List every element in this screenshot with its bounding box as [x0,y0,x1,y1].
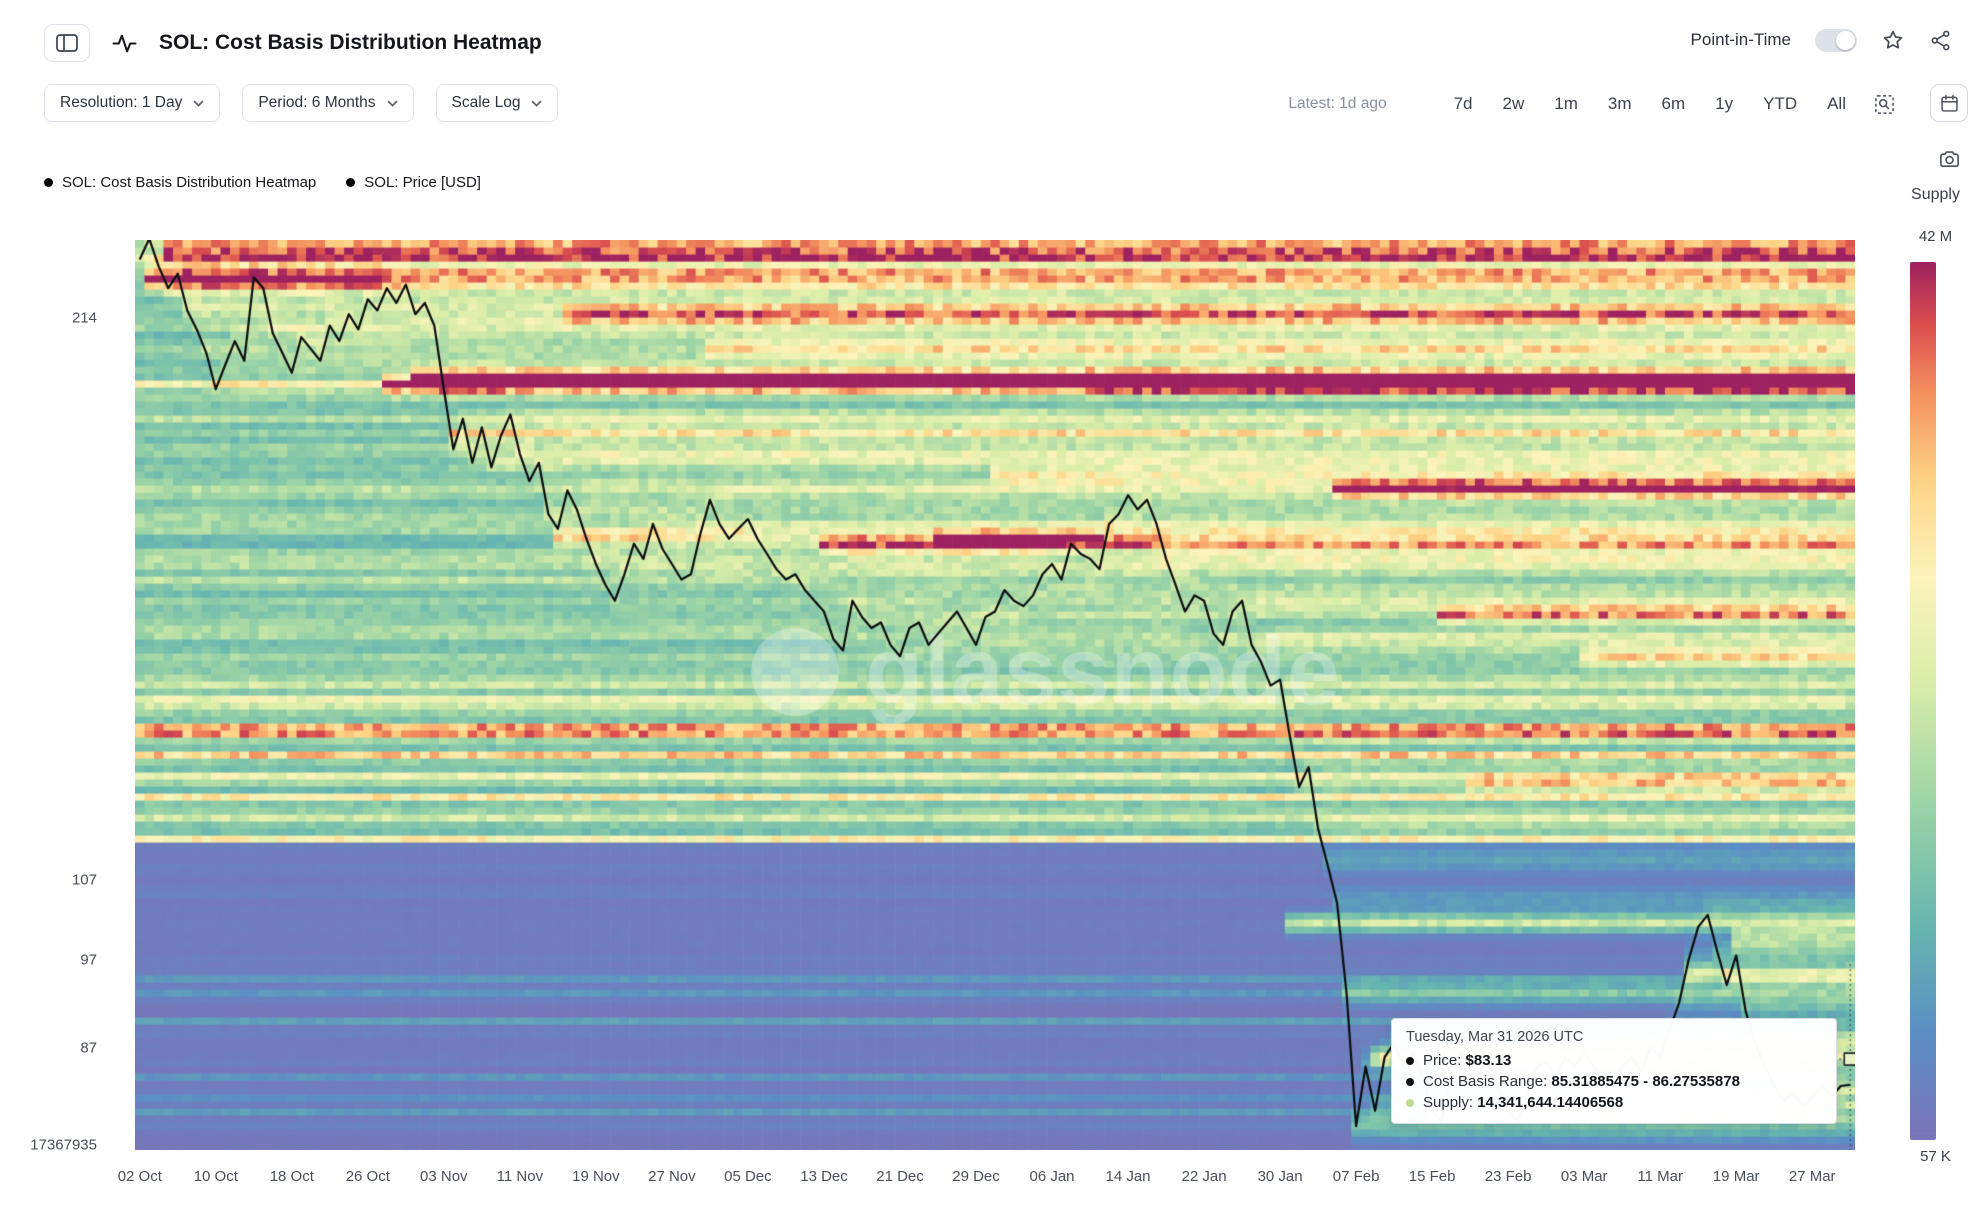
x-tick-label: 21 Dec [876,1168,924,1185]
x-tick-label: 14 Jan [1105,1168,1151,1185]
colorbar-max-label: 42 M [1918,228,1953,245]
tooltip-bullet [1406,1098,1414,1107]
point-in-time-toggle[interactable] [1815,28,1857,52]
tooltip-rows: Price: $83.13 Cost Basis Range: 85.318854… [1406,1052,1822,1111]
colorbar-min-label: 57 K [1920,1148,1951,1165]
panel-icon [56,34,78,52]
x-tick-label: 27 Nov [648,1168,696,1185]
topbar-left: SOL: Cost Basis Distribution Heatmap [44,24,542,62]
chart-settings-toolbar: Resolution: 1 Day Period: 6 Months Scale… [44,84,559,122]
x-tick-label: 03 Mar [1560,1168,1608,1185]
y-tick-label: 17367935 [30,1136,97,1154]
sidebar-toggle-button[interactable] [44,24,90,62]
legend: SOL: Cost Basis Distribution Heatmap SOL:… [44,174,481,191]
tooltip-date: Tuesday, Mar 31 2026 UTC [1406,1029,1584,1045]
range-button-group: 7d 2w 1m 3m 6m 1y YTD All [1439,90,1861,118]
y-axis: 214 107 97 87 17367935 [0,240,123,1154]
x-tick-label: 10 Oct [193,1168,238,1185]
point-in-time-label: Point-in-Time [1690,30,1791,49]
topbar-right: Point-in-Time [1691,28,1952,52]
tooltip-bullet [1406,1077,1414,1086]
chart-area: 214 107 97 87 17367935 02 Oct 10 Oct 18 Oct 26 … [30,240,1855,1185]
x-tick-label: 03 Nov [420,1168,468,1185]
x-tick-label: 07 Feb [1332,1168,1380,1185]
chevron-down-icon [193,100,204,107]
screenshot-button[interactable] [1930,140,1968,178]
chevron-down-icon [387,100,398,107]
legend-label: SOL: Price [USD] [364,174,481,191]
date-picker-button[interactable] [1930,84,1968,122]
reset-zoom-button[interactable] [1873,93,1896,116]
range-button-ytd[interactable]: YTD [1748,90,1812,118]
latest-updated-label: Latest: 1d ago [1288,95,1387,112]
x-tick-label: 13 Dec [800,1168,848,1185]
x-tick-label: 19 Nov [572,1168,620,1185]
range-button-2w[interactable]: 2w [1488,90,1540,118]
x-tick-label: 11 Nov [496,1168,544,1185]
legend-item[interactable]: SOL: Cost Basis Distribution Heatmap [44,174,316,191]
tooltip-row: Cost Basis Range: 85.31885475 - 86.27535… [1406,1073,1822,1090]
x-tick-label: 18 Oct [269,1168,314,1185]
x-axis: 02 Oct 10 Oct 18 Oct 26 Oct 03 Nov 11 Nov 19 N… [118,1168,1855,1192]
range-button-3m[interactable]: 3m [1593,90,1647,118]
x-tick-label: 30 Jan [1257,1168,1303,1185]
chart-tooltip: Tuesday, Mar 31 2026 UTC Price: $83.13 Co… [1391,1018,1837,1124]
favorite-button[interactable] [1881,28,1905,52]
x-tick-label: 05 Dec [724,1168,772,1185]
colorbar-title: Supply [1911,186,1960,203]
resolution-dropdown[interactable]: Resolution: 1 Day [44,84,221,122]
range-button-6m[interactable]: 6m [1647,90,1701,118]
range-button-1m[interactable]: 1m [1539,90,1593,118]
legend-label: SOL: Cost Basis Distribution Heatmap [62,174,317,191]
legend-dot [346,178,356,187]
tooltip-row: Supply: 14,341,644.14406568 [1406,1094,1822,1111]
y-tick-label: 97 [80,951,97,969]
toggle-knob [1836,30,1855,50]
page-title: SOL: Cost Basis Distribution Heatmap [159,31,542,54]
activity-icon[interactable] [112,31,137,56]
x-tick-label: 06 Jan [1029,1168,1075,1185]
supply-colorbar [1910,262,1936,1140]
heatmap-canvas[interactable] [135,240,1855,1150]
calendar-icon [1939,93,1960,114]
scale-dropdown[interactable]: Scale Log [435,84,559,122]
x-tick-label: 29 Dec [952,1168,1000,1185]
tooltip-row: Price: $83.13 [1406,1052,1822,1069]
x-tick-label: 26 Oct [345,1168,390,1185]
x-tick-label: 15 Feb [1408,1168,1456,1185]
range-button-7d[interactable]: 7d [1439,90,1488,118]
tooltip-bullet [1406,1056,1414,1065]
x-tick-label: 27 Mar [1788,1168,1836,1185]
star-icon [1881,28,1905,52]
range-button-all[interactable]: All [1812,90,1861,118]
chevron-down-icon [531,100,542,107]
legend-dot [44,178,53,187]
y-tick-label: 214 [71,309,97,327]
x-tick-label: 22 Jan [1181,1168,1227,1185]
share-button[interactable] [1929,29,1952,52]
x-tick-label: 19 Mar [1712,1168,1760,1185]
legend-item[interactable]: SOL: Price [USD] [346,174,481,191]
share-icon [1929,29,1952,52]
range-button-1y[interactable]: 1y [1700,90,1748,118]
period-dropdown[interactable]: Period: 6 Months [242,84,414,122]
zoom-selection-icon [1873,93,1896,116]
y-tick-label: 87 [80,1039,97,1057]
x-tick-label: 11 Mar [1637,1168,1683,1185]
camera-icon [1938,148,1961,171]
x-tick-label: 02 Oct [117,1168,162,1185]
y-tick-label: 107 [71,871,97,889]
right-sidebar: Supply 42 M 57 K [1893,0,1978,1218]
range-toolbar: Latest: 1d ago 7d 2w 1m 3m 6m 1y YTD All [1288,90,1896,118]
x-tick-label: 23 Feb [1484,1168,1532,1185]
